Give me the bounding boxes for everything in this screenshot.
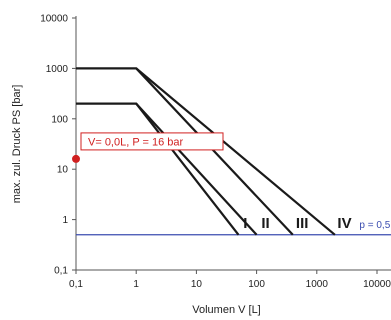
axes: 0,1 1 10 100 1000 10000 0,1 1 10 100 1000 10000 Volu… bbox=[11, 14, 391, 316]
y-tick-label: 10 bbox=[57, 165, 69, 176]
x-tick-label: 1000 bbox=[306, 279, 329, 290]
annotation-text: V= 0,0L, P = 16 bar bbox=[88, 136, 184, 148]
y-tick-label: 1 bbox=[62, 215, 68, 226]
series-line-ii bbox=[135, 102, 258, 236]
x-tick-label: 10 bbox=[191, 279, 203, 290]
category-label-iii: III bbox=[296, 215, 309, 232]
y-tick-label: 10000 bbox=[40, 14, 68, 25]
series-group bbox=[76, 67, 336, 236]
category-label-ii: II bbox=[261, 215, 269, 232]
category-label-i: I bbox=[243, 215, 247, 232]
y-tick-label: 0,1 bbox=[54, 266, 68, 277]
category-label-iv: IV bbox=[337, 215, 351, 232]
annotation-group: V= 0,0L, P = 16 bar bbox=[72, 132, 224, 163]
annotation-marker bbox=[72, 154, 80, 163]
annotation-box bbox=[80, 132, 224, 151]
y-axis-title: max. zul. Druck PS [bar] bbox=[11, 85, 23, 204]
x-tick-label: 0,1 bbox=[69, 279, 83, 290]
series-line-i bbox=[76, 102, 240, 236]
x-tick-label: 10000 bbox=[363, 279, 391, 290]
y-tick-label: 1000 bbox=[46, 64, 69, 75]
x-axis-title: Volumen V [L] bbox=[192, 304, 261, 316]
reference-line-label: p = 0,5 bar bbox=[359, 220, 391, 231]
x-tick-label: 100 bbox=[248, 279, 265, 290]
y-tick-label: 100 bbox=[51, 114, 68, 125]
series-line-iv bbox=[135, 67, 336, 236]
x-tick-label: 1 bbox=[133, 279, 139, 290]
series-line-iii bbox=[76, 67, 294, 236]
